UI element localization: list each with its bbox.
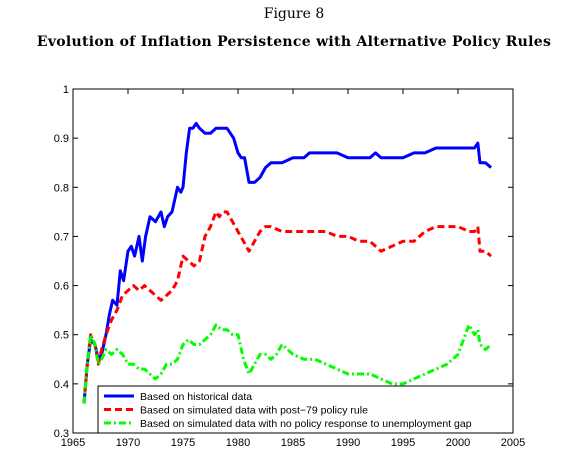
y-tick-label: 0.9 — [54, 133, 69, 145]
legend-label-2: Based on simulated data with post−79 pol… — [140, 405, 368, 417]
x-tick-label: 1985 — [281, 437, 305, 449]
y-tick-label: 0.4 — [54, 379, 69, 391]
plot-frame — [72, 88, 514, 434]
y-tick-label: 0.5 — [54, 330, 69, 342]
y-tick-label: 0.8 — [54, 182, 69, 194]
x-tick-label: 1995 — [391, 437, 415, 449]
x-tick-label: 1970 — [116, 437, 140, 449]
x-tick-label: 2000 — [446, 437, 470, 449]
y-tick-label: 0.7 — [54, 231, 69, 243]
y-tick-label: 0.3 — [54, 428, 69, 440]
series-line-1 — [82, 121, 492, 404]
figure-label: Figure 8 — [263, 6, 325, 22]
legend: Based on historical data Based on simulat… — [97, 385, 514, 434]
y-tick-label: 1 — [63, 84, 69, 96]
series-line-2 — [82, 210, 492, 404]
legend-box — [97, 385, 514, 434]
x-tick-label: 1980 — [226, 437, 250, 449]
series-layer — [82, 121, 493, 404]
chart-title: Evolution of Inflation Persistence with … — [36, 34, 552, 50]
x-tick-label: 1975 — [171, 437, 195, 449]
x-tick-label: 1990 — [336, 437, 360, 449]
y-tick-label: 0.6 — [54, 281, 69, 293]
legend-label-3: Based on simulated data with no policy r… — [140, 418, 472, 430]
series-line-3 — [82, 323, 493, 404]
x-tick-label: 2005 — [501, 437, 525, 449]
legend-label-1: Based on historical data — [140, 391, 252, 403]
x-tick-label: 1965 — [61, 437, 85, 449]
